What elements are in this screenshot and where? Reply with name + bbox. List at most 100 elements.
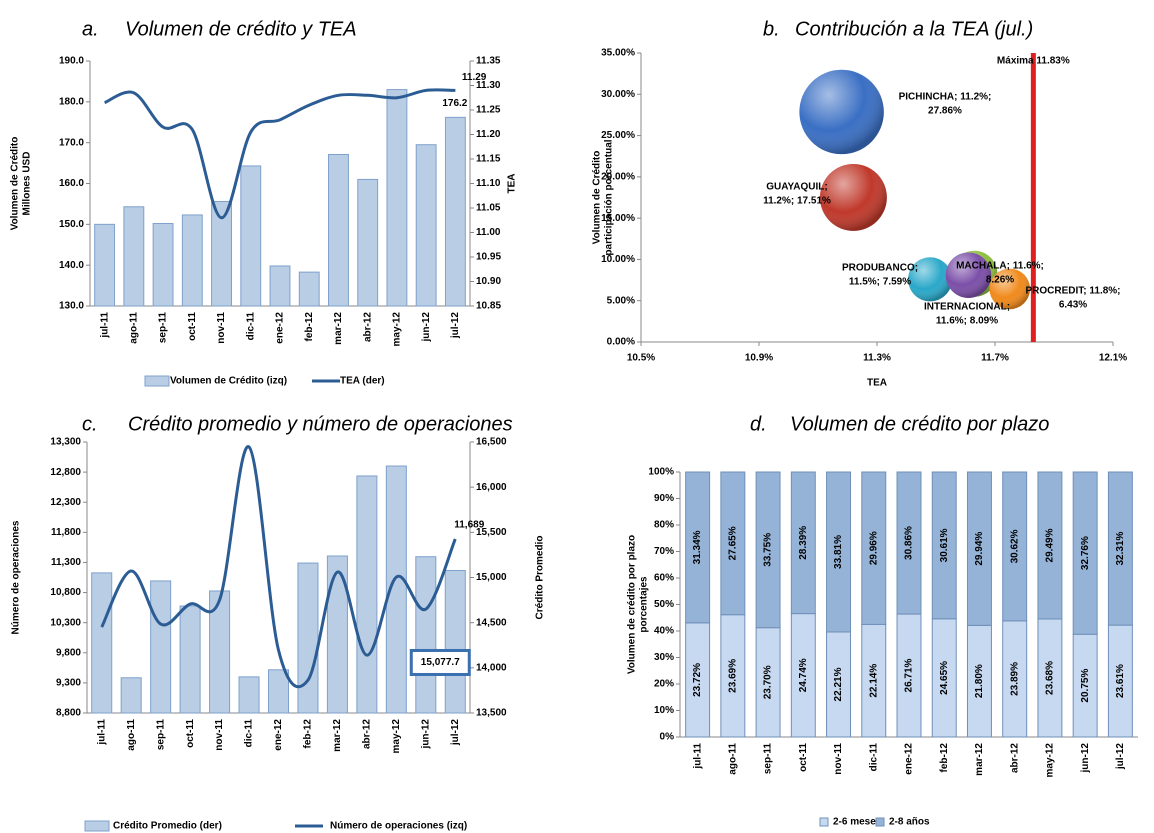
y-tick-label: 0.00%: [607, 337, 635, 348]
legend-label: Crédito Promedio (der): [113, 821, 222, 832]
y-tick-label: 8,800: [56, 708, 81, 719]
x-tick-label: sep-11: [155, 719, 166, 751]
x-tick-label: jun-12: [420, 719, 431, 750]
bar: [297, 562, 319, 714]
y-axis-title: Volumen de Crédito: [10, 137, 21, 231]
bubble-label: PRODUBANCO;: [842, 263, 918, 274]
reference-label: Máxima 11.83%: [997, 56, 1070, 67]
y-tick-label: 12,800: [50, 467, 81, 478]
bar: [240, 165, 262, 307]
data-label: 29.96%: [868, 531, 879, 565]
bubble-label: 11.2%; 17.51%: [763, 196, 831, 207]
data-label: 23.72%: [692, 663, 703, 697]
bar: [326, 555, 348, 714]
y-tick-label: 180.0: [59, 96, 84, 107]
bar: [179, 605, 201, 714]
legend-label: 2-6 meses: [833, 817, 882, 828]
y-axis-title: Número de operaciones: [11, 520, 22, 634]
legend-swatch: [84, 820, 110, 832]
data-label: 31.34%: [692, 530, 703, 564]
x-tick-label: 10.9%: [745, 353, 773, 364]
data-label: 33.81%: [833, 535, 844, 569]
bar-segment: [826, 471, 852, 633]
y-tick-label: 9,300: [56, 678, 81, 689]
data-label: 28.39%: [798, 526, 809, 560]
x-tick-label: sep-11: [158, 312, 169, 344]
y-tick-label: 70%: [654, 546, 674, 557]
data-label: 23.68%: [1045, 661, 1056, 695]
y-tick-label: 30.00%: [601, 89, 635, 100]
y-tick-label: 0%: [660, 732, 675, 743]
bar: [152, 223, 174, 307]
x-tick-label: dic-11: [244, 719, 255, 748]
bar-segment: [1002, 471, 1028, 622]
data-label: 23.89%: [1009, 662, 1020, 696]
bubble-shine: [819, 163, 887, 231]
x-tick-label: 12.1%: [1099, 353, 1127, 364]
y-tick-label: 10.90: [476, 276, 501, 287]
y-tick-label: 90%: [654, 493, 674, 504]
bar: [238, 676, 260, 714]
x-tick-label: ago-11: [128, 312, 139, 344]
bar-segment: [896, 471, 922, 615]
y-tick-label: 11,800: [51, 527, 81, 538]
y-tick-label: 50%: [654, 599, 674, 610]
data-label: 23.69%: [727, 659, 738, 693]
y-tick-label: 10,300: [50, 617, 81, 628]
bubble-label: 6.43%: [1059, 300, 1087, 311]
bar: [181, 214, 203, 307]
x-tick-label: jul-11: [692, 743, 703, 770]
data-label: 23.70%: [763, 665, 774, 699]
panel-label: b.: [763, 18, 780, 40]
x-tick-label: ene-12: [275, 312, 286, 344]
y-tick-label: 16,000: [476, 482, 507, 493]
bar-segment: [685, 471, 711, 624]
y-tick-label: 170.0: [59, 137, 84, 148]
y-tick-label: 11.00: [476, 227, 501, 238]
y-tick-label: 11,300: [51, 557, 81, 568]
bar-segment: [1107, 471, 1133, 626]
bubble-label: GUAYAQUIL;: [766, 182, 828, 193]
bar: [444, 569, 466, 714]
bubble-label: 11.6%; 8.09%: [936, 316, 998, 327]
bubble-shine: [989, 268, 1031, 310]
y-tick-label: 130.0: [59, 301, 84, 312]
bubble-label: MACHALA; 11.6%;: [956, 261, 1044, 272]
bar: [385, 465, 407, 714]
x-tick-label: feb-12: [939, 743, 950, 773]
data-label: 22.21%: [833, 667, 844, 701]
data-label: 30.62%: [1009, 529, 1020, 563]
y-tick-label: 190.0: [59, 56, 84, 67]
x-tick-label: nov-11: [216, 312, 227, 344]
legend-label: Número de operaciones (izq): [330, 821, 467, 832]
x-tick-label: nov-11: [214, 719, 225, 751]
legend-swatch: [819, 817, 829, 827]
panel-label: c.: [82, 413, 98, 435]
y-tick-label: 15,500: [476, 527, 507, 538]
bar: [298, 271, 320, 307]
bar: [444, 116, 466, 307]
y-tick-label: 5.00%: [607, 295, 635, 306]
x-axis-title: TEA: [867, 378, 887, 389]
bubble-label: PICHINCHA; 11.2%;: [899, 92, 992, 103]
x-tick-label: jun-12: [421, 312, 432, 343]
y-tick-label: 160.0: [59, 178, 84, 189]
x-tick-label: ago-11: [126, 719, 137, 751]
y-axis-title: porcentajes: [639, 576, 650, 633]
bubble-label: 8.26%: [986, 275, 1014, 286]
bar: [356, 475, 378, 714]
x-tick-label: 10.5%: [627, 353, 655, 364]
y-tick-label: 15.00%: [601, 213, 635, 224]
data-label: 30.61%: [939, 528, 950, 562]
y-tick-label: 9,800: [56, 647, 81, 658]
x-tick-label: dic-11: [245, 312, 256, 341]
y-tick-label: 100%: [648, 467, 674, 478]
bar-segment: [790, 471, 816, 615]
bar: [328, 154, 349, 307]
data-label: 11,689: [454, 520, 484, 531]
bar: [211, 200, 232, 307]
x-tick-label: may-12: [1045, 743, 1056, 778]
line: [103, 88, 456, 220]
x-tick-label: 11.7%: [981, 353, 1009, 364]
bar-segment: [1037, 471, 1063, 620]
